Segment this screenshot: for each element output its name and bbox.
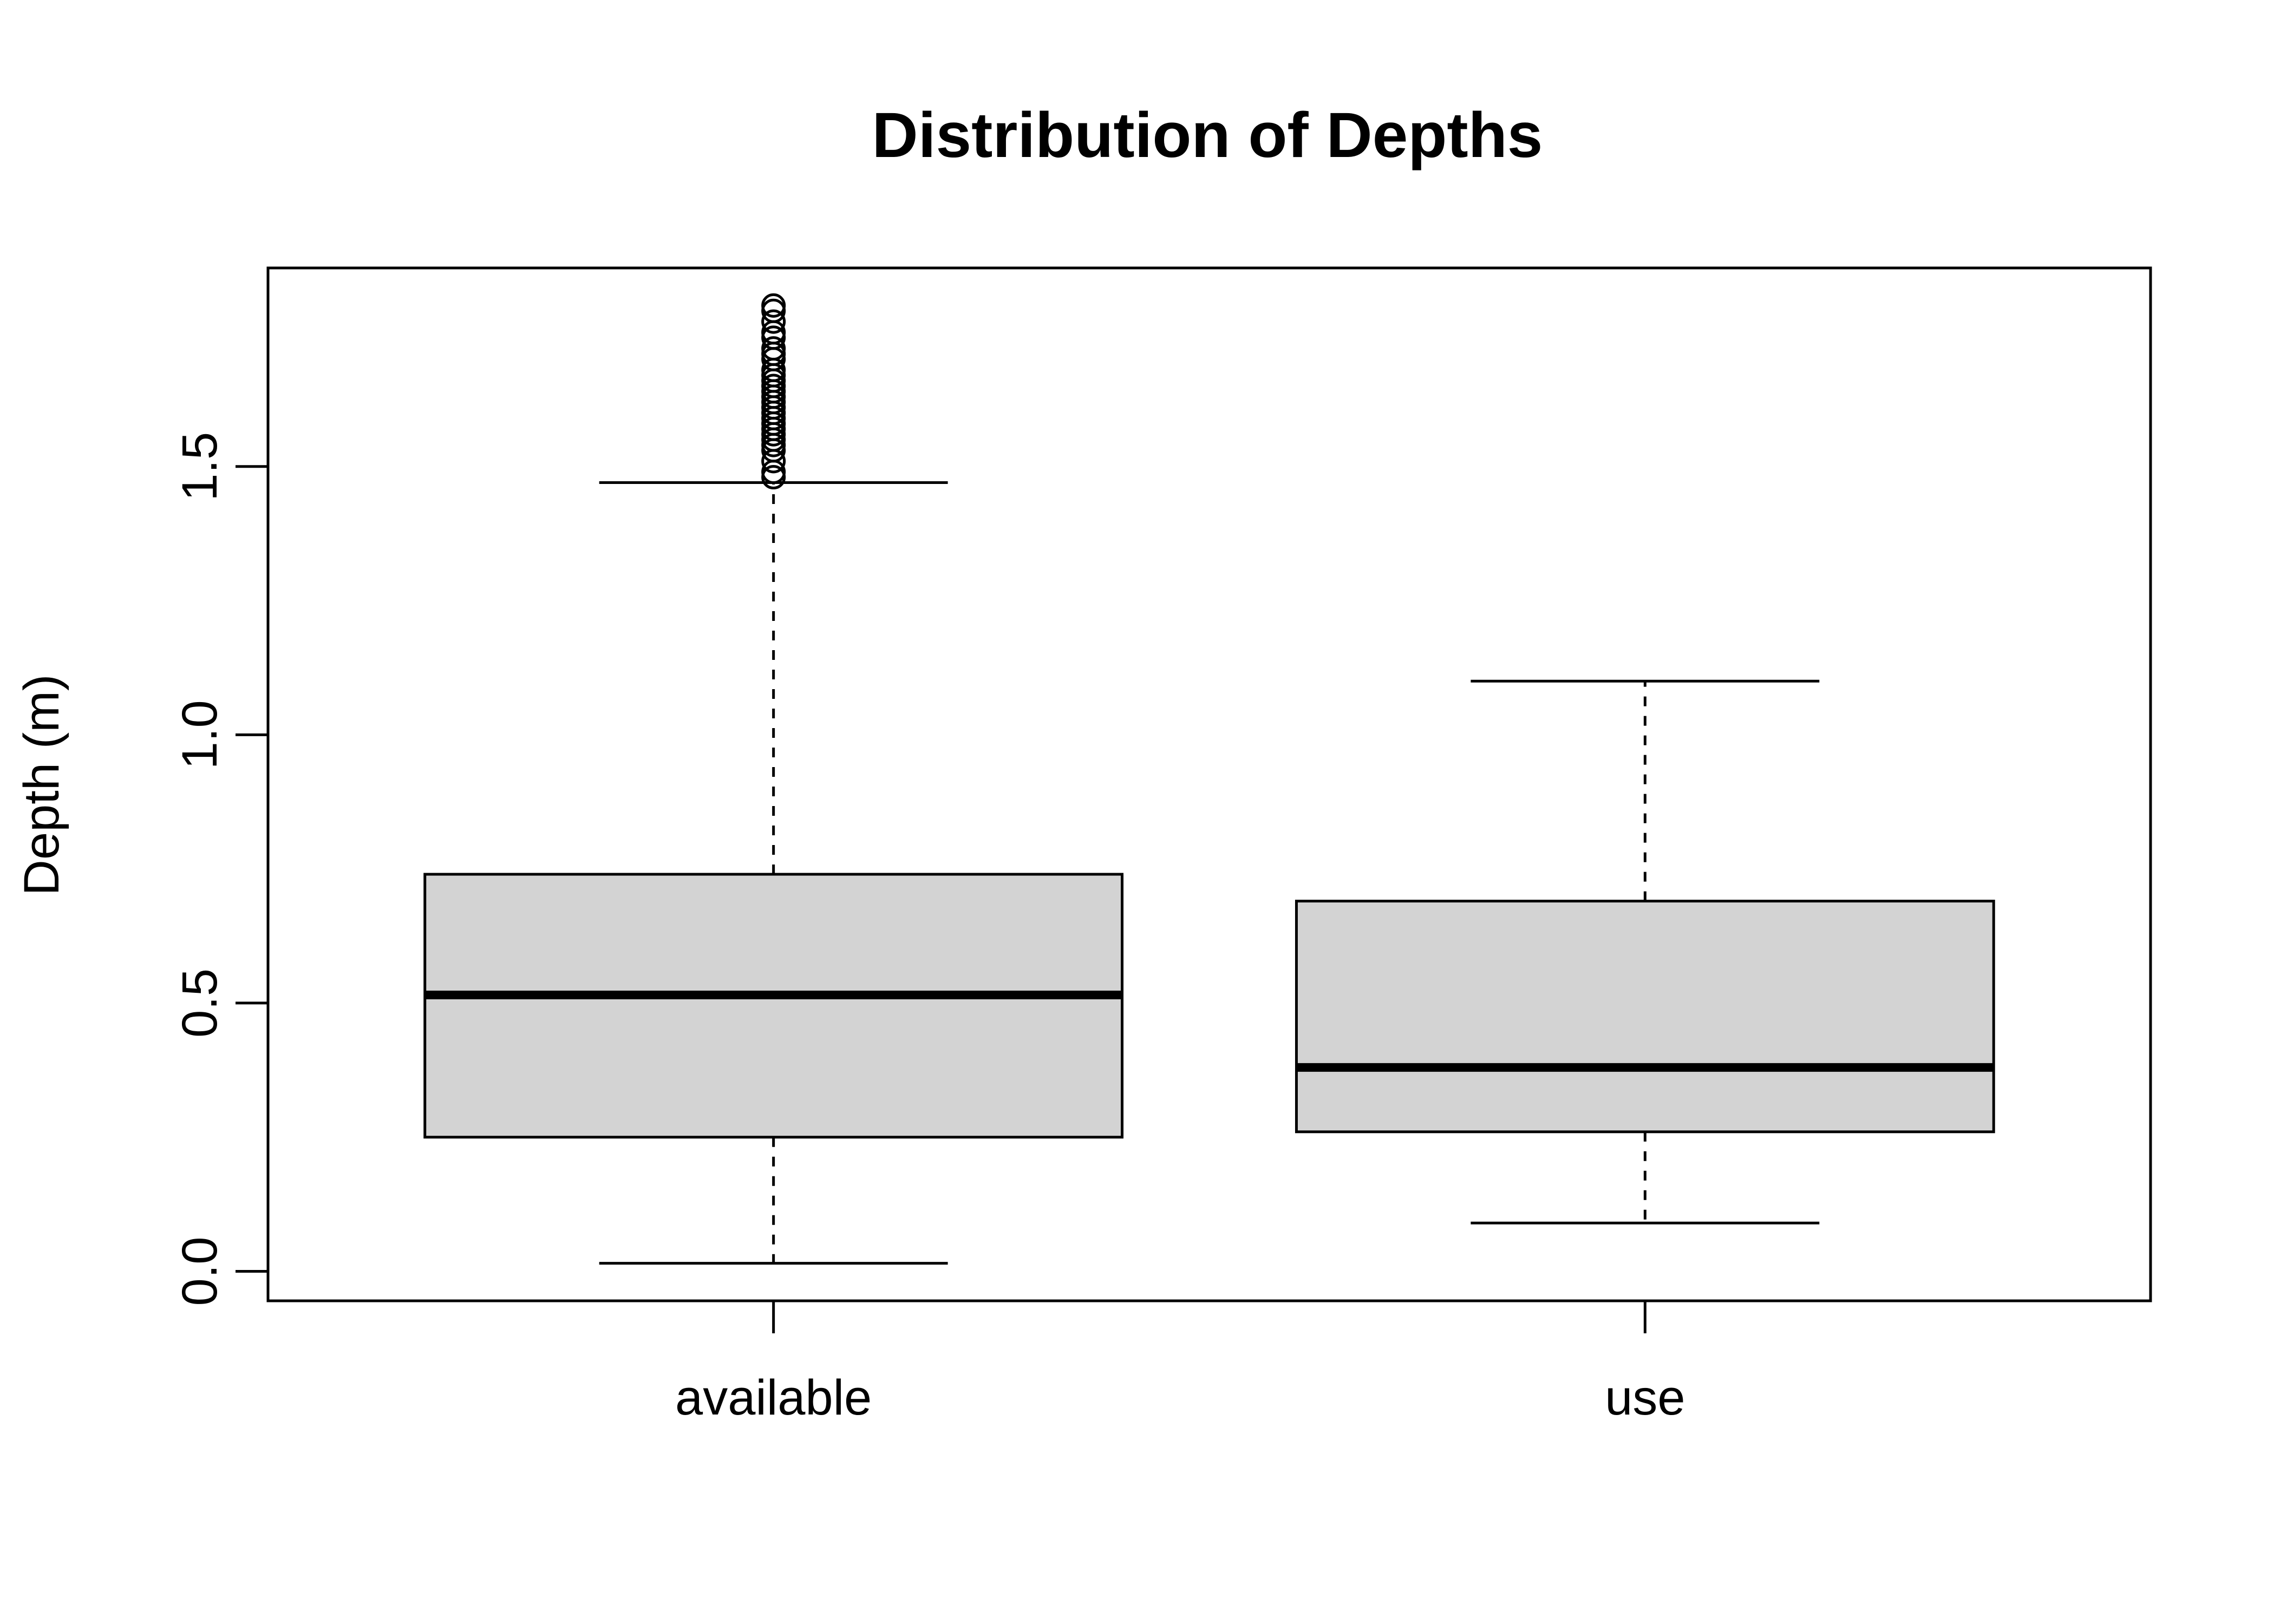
y-tick-label: 0.0 [172,1237,227,1306]
box-iqr [1295,900,1995,1134]
y-tick-label: 1.0 [172,700,227,769]
plot-frame [266,266,2152,1302]
y-axis-title: Depth (m) [14,675,69,896]
outlier-point [761,309,786,334]
box-use [1295,679,1995,1224]
boxes [423,293,1995,1265]
box-iqr [423,873,1124,1139]
box-available [423,293,1124,1265]
outlier-point [761,293,786,318]
outlier-point [761,336,786,361]
x-tick-label: use [1605,1370,1685,1425]
y-tick-label: 0.5 [172,968,227,1038]
y-tick-label: 1.5 [172,432,227,501]
x-tick-label: available [675,1370,872,1425]
axes: 0.0 0.5 1.0 1.5 available use [172,432,1685,1425]
chart-title: Distribution of Depths [872,100,1543,171]
